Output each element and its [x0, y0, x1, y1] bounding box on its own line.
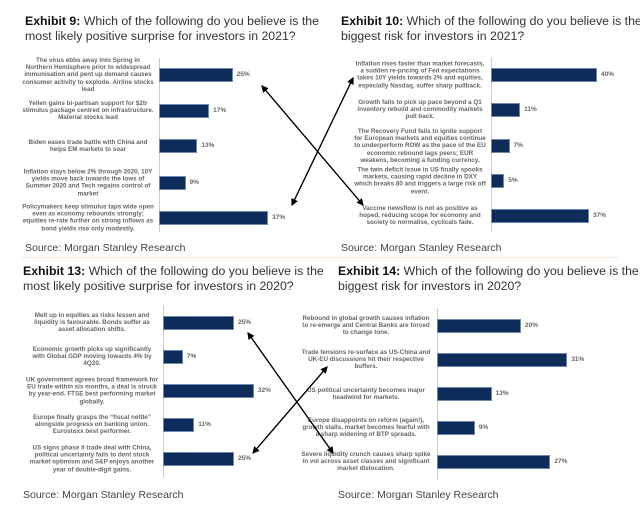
category-label: Vaccine newsflow is not as positive as h…: [359, 205, 481, 227]
source-note: Source: Morgan Stanley Research: [341, 242, 502, 254]
bar: [491, 209, 590, 223]
bar: [163, 350, 183, 364]
exhibit-label: Exhibit 14:: [338, 264, 401, 278]
data-label: 31%: [571, 356, 585, 363]
bar: [437, 421, 475, 435]
data-label: 32%: [257, 387, 271, 394]
category-label: Europe finally grasps the “fiscal nettle…: [33, 414, 151, 436]
category-label: The twin deficit issue in US finally spo…: [354, 166, 486, 196]
arrow-line: [252, 366, 328, 454]
title-line: Which of the following do you believe is…: [88, 264, 324, 278]
title-line: Which of the following do you believe is…: [403, 264, 639, 278]
data-label: 11%: [198, 421, 211, 428]
bar: [437, 455, 551, 469]
data-label: 25%: [238, 319, 252, 326]
exhibit-label: Exhibit 13:: [23, 264, 86, 278]
bar: [437, 319, 521, 333]
category-label: Growth fails to pick up pace beyond a Q1…: [357, 99, 483, 121]
chart-title: Exhibit 9: Which of the following do you…: [25, 14, 319, 44]
title-line: Which of the following do you believe is…: [83, 14, 319, 28]
data-label: 40%: [601, 71, 615, 78]
bar: [159, 104, 210, 118]
category-label: Economic growth picks up significantly w…: [32, 346, 152, 368]
bar: [163, 384, 254, 398]
bar: [159, 176, 186, 190]
category-label: Policymakers keep stimulus taps wide ope…: [22, 203, 154, 233]
data-label: 37%: [593, 212, 607, 219]
bar: [159, 68, 233, 82]
category-label: UK government agrees broad framework for…: [26, 376, 158, 406]
data-label: 25%: [236, 71, 250, 78]
category-label: The virus ebbs away into Spring in North…: [22, 56, 154, 93]
chart-title: Exhibit 13: Which of the following do yo…: [23, 264, 324, 294]
data-label: 5%: [508, 177, 518, 184]
source-note: Source: Morgan Stanley Research: [23, 489, 184, 501]
bar: [491, 103, 521, 117]
chart-title: Exhibit 10: Which of the following do yo…: [341, 14, 640, 44]
bar: [163, 418, 195, 432]
data-label: 13%: [201, 142, 215, 149]
category-label: Rebound in global growth causes inflatio…: [302, 315, 430, 337]
title-line: biggest risk for investors in 2021?: [341, 29, 525, 43]
bar: [437, 387, 492, 401]
exhibit-label: Exhibit 9:: [25, 14, 81, 28]
title-line: Which of the following do you believe is…: [406, 14, 640, 28]
bar: [491, 174, 505, 188]
data-label: 7%: [186, 353, 197, 360]
category-label: Severe liquidity crunch causes sharp spi…: [301, 451, 431, 473]
category-label: Trade tensions re-surface as US-China an…: [301, 349, 431, 371]
bar: [163, 452, 234, 466]
data-label: 37%: [272, 214, 286, 221]
data-label: 9%: [478, 424, 489, 431]
bar: [159, 139, 198, 153]
arrow-line: [291, 76, 354, 206]
separator: [22, 257, 618, 258]
category-label: Europe disappoints on reform (again!), g…: [302, 417, 430, 439]
data-label: 13%: [495, 390, 509, 397]
category-label: Yellen gains bi-partisan support for $2t…: [22, 100, 154, 122]
title-line: most likely positive surprise for invest…: [23, 279, 294, 293]
exhibit-label: Exhibit 10:: [341, 14, 404, 28]
title-line: biggest risk for investors in 2020?: [338, 279, 522, 293]
category-label: Inflation stays below 2% through 2020, 1…: [23, 168, 153, 198]
category-label: The Recovery Fund fails to ignite suppor…: [354, 127, 486, 164]
data-label: 27%: [554, 458, 568, 465]
bar: [491, 139, 510, 153]
category-label: Melt up in equities as risks lessen and …: [34, 312, 150, 334]
title-line: most likely positive surprise for invest…: [25, 29, 296, 43]
category-label: US political uncertainty becomes major h…: [307, 386, 425, 401]
source-note: Source: Morgan Stanley Research: [338, 489, 499, 501]
bar: [437, 353, 568, 367]
bar: [159, 211, 269, 225]
arrow-line: [247, 332, 334, 454]
data-label: 17%: [213, 107, 227, 114]
category-label: Biden eases trade battle with China and …: [28, 138, 148, 153]
data-label: 9%: [189, 179, 199, 186]
data-label: 25%: [238, 455, 252, 462]
bar: [491, 68, 597, 82]
bar: [163, 316, 234, 330]
category-label: Inflation rises faster than market forec…: [355, 60, 485, 90]
data-label: 20%: [525, 322, 539, 329]
arrow-line: [261, 85, 364, 206]
data-label: 11%: [524, 106, 537, 113]
source-note: Source: Morgan Stanley Research: [25, 242, 186, 254]
category-label: US signs phase II trade deal with China,…: [29, 444, 155, 474]
chart-title: Exhibit 14: Which of the following do yo…: [338, 264, 639, 294]
data-label: 7%: [513, 142, 523, 149]
